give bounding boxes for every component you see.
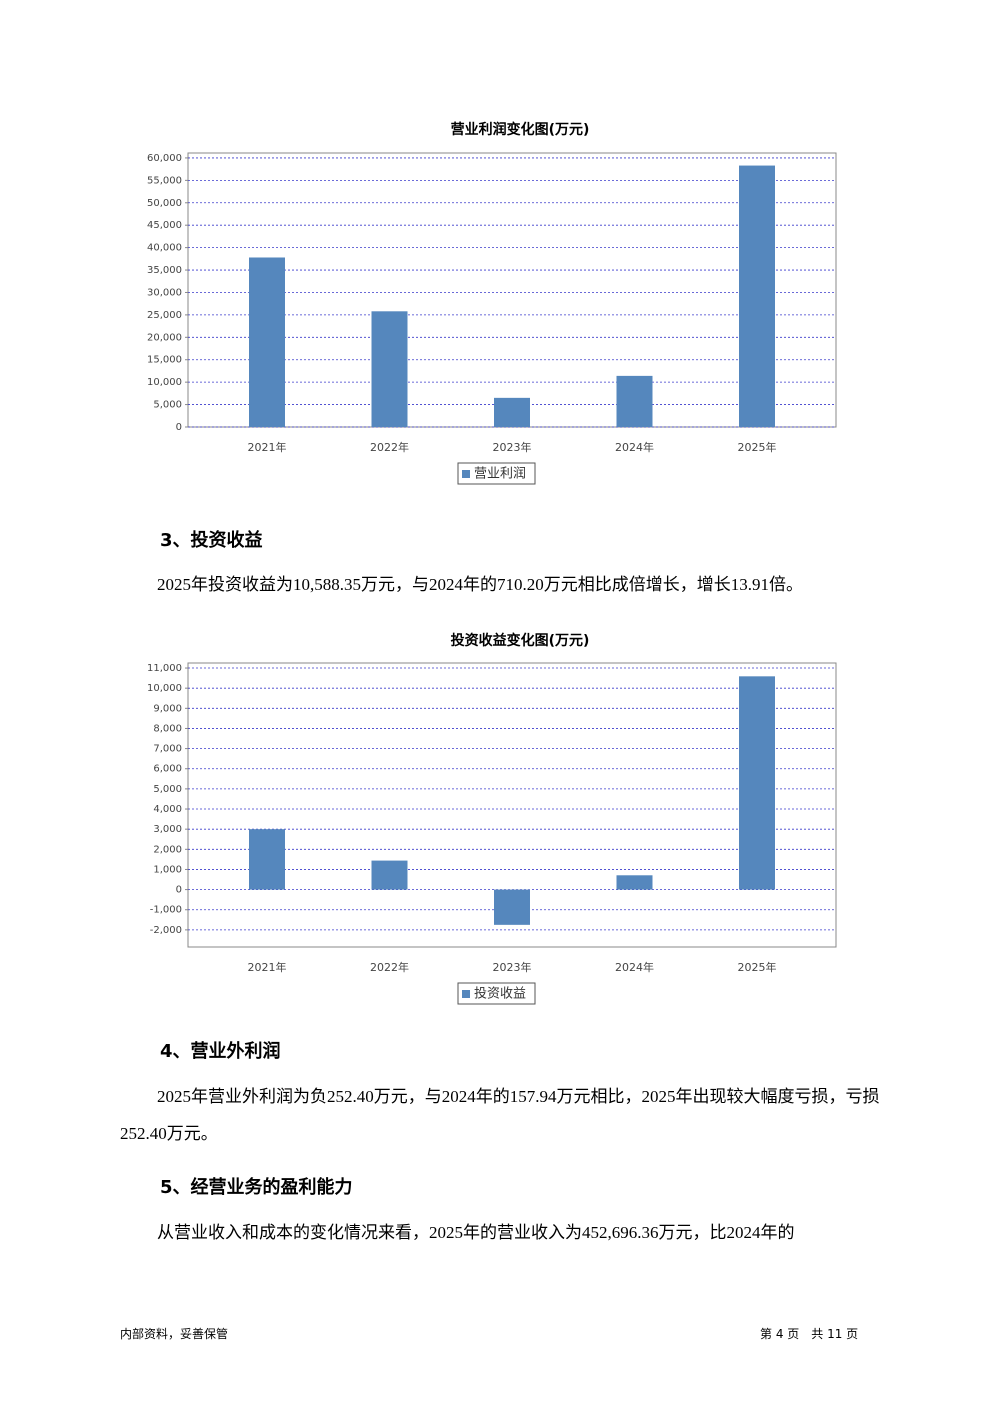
y-tick-label: 5,000: [153, 400, 182, 411]
legend-swatch: [462, 990, 470, 998]
plot-frame: [187, 662, 837, 948]
section-heading: 4、营业外利润: [160, 1041, 281, 1062]
x-tick-label: 2022年: [370, 440, 409, 454]
section-heading: 5、经营业务的盈利能力: [160, 1177, 353, 1198]
x-tick-label: 2025年: [738, 960, 777, 974]
bar: [494, 889, 530, 925]
y-tick-label: 20,000: [147, 332, 182, 343]
y-tick-label: 9,000: [153, 703, 182, 714]
y-tick-label: 1,000: [153, 864, 182, 875]
x-tick-label: 2021年: [248, 440, 287, 454]
y-tick-label: 0: [176, 885, 182, 896]
y-tick-label: 10,000: [147, 377, 182, 388]
y-tick-label: 10,000: [147, 683, 182, 694]
x-tick-label: 2023年: [493, 440, 532, 454]
y-tick-label: -1,000: [150, 905, 182, 916]
x-tick-label: 2022年: [370, 960, 409, 974]
paragraph: 从营业收入和成本的变化情况来看，2025年的营业收入为452,696.36万元，…: [157, 1223, 795, 1242]
x-tick-label: 2024年: [615, 960, 654, 974]
y-tick-label: 50,000: [147, 198, 182, 209]
y-tick-label: 6,000: [153, 764, 182, 775]
y-tick-label: 2,000: [153, 844, 182, 855]
legend-label: 投资收益: [474, 986, 526, 1002]
legend-box: [457, 462, 536, 485]
x-tick-label: 2025年: [738, 440, 777, 454]
footer-right: 第 4 页 共 11 页: [760, 1327, 859, 1341]
y-tick-label: 4,000: [153, 804, 182, 815]
y-tick-label: 11,000: [147, 663, 182, 674]
paragraph: 2025年投资收益为10,588.35万元，与2024年的710.20万元相比成…: [157, 575, 803, 594]
y-tick-label: 30,000: [147, 287, 182, 298]
legend-box: [457, 982, 536, 1005]
paragraph: 2025年营业外利润为负252.40万元，与2024年的157.94万元相比，2…: [120, 1087, 880, 1143]
y-tick-label: 7,000: [153, 744, 182, 755]
bar: [249, 829, 285, 890]
bar: [494, 397, 530, 427]
y-tick-label: 60,000: [147, 153, 182, 164]
bar: [371, 311, 408, 427]
footer-left: 内部资料，妥善保管: [120, 1327, 229, 1341]
chart-title: 投资收益变化图(万元): [451, 632, 590, 649]
y-tick-label: 8,000: [153, 723, 182, 734]
x-tick-label: 2021年: [248, 960, 287, 974]
x-tick-label: 2024年: [615, 440, 654, 454]
section-heading: 3、投资收益: [160, 530, 263, 551]
y-tick-label: 55,000: [147, 175, 182, 186]
y-tick-label: -2,000: [150, 925, 182, 936]
bar: [249, 257, 285, 427]
y-tick-label: 15,000: [147, 355, 182, 366]
y-tick-label: 25,000: [147, 310, 182, 321]
chart-title: 营业利润变化图(万元): [451, 121, 590, 138]
y-tick-label: 40,000: [147, 243, 182, 254]
bar: [616, 875, 653, 890]
y-tick-label: 45,000: [147, 220, 182, 231]
y-tick-label: 5,000: [153, 784, 182, 795]
plot-frame: [187, 152, 837, 428]
bar: [739, 676, 775, 890]
y-tick-label: 35,000: [147, 265, 182, 276]
y-tick-label: 0: [176, 422, 182, 433]
x-tick-label: 2023年: [493, 960, 532, 974]
bar: [739, 165, 775, 427]
bar: [371, 860, 408, 890]
legend-swatch: [462, 470, 470, 478]
bar: [616, 375, 653, 427]
legend-label: 营业利润: [474, 467, 526, 482]
y-tick-label: 3,000: [153, 824, 182, 835]
